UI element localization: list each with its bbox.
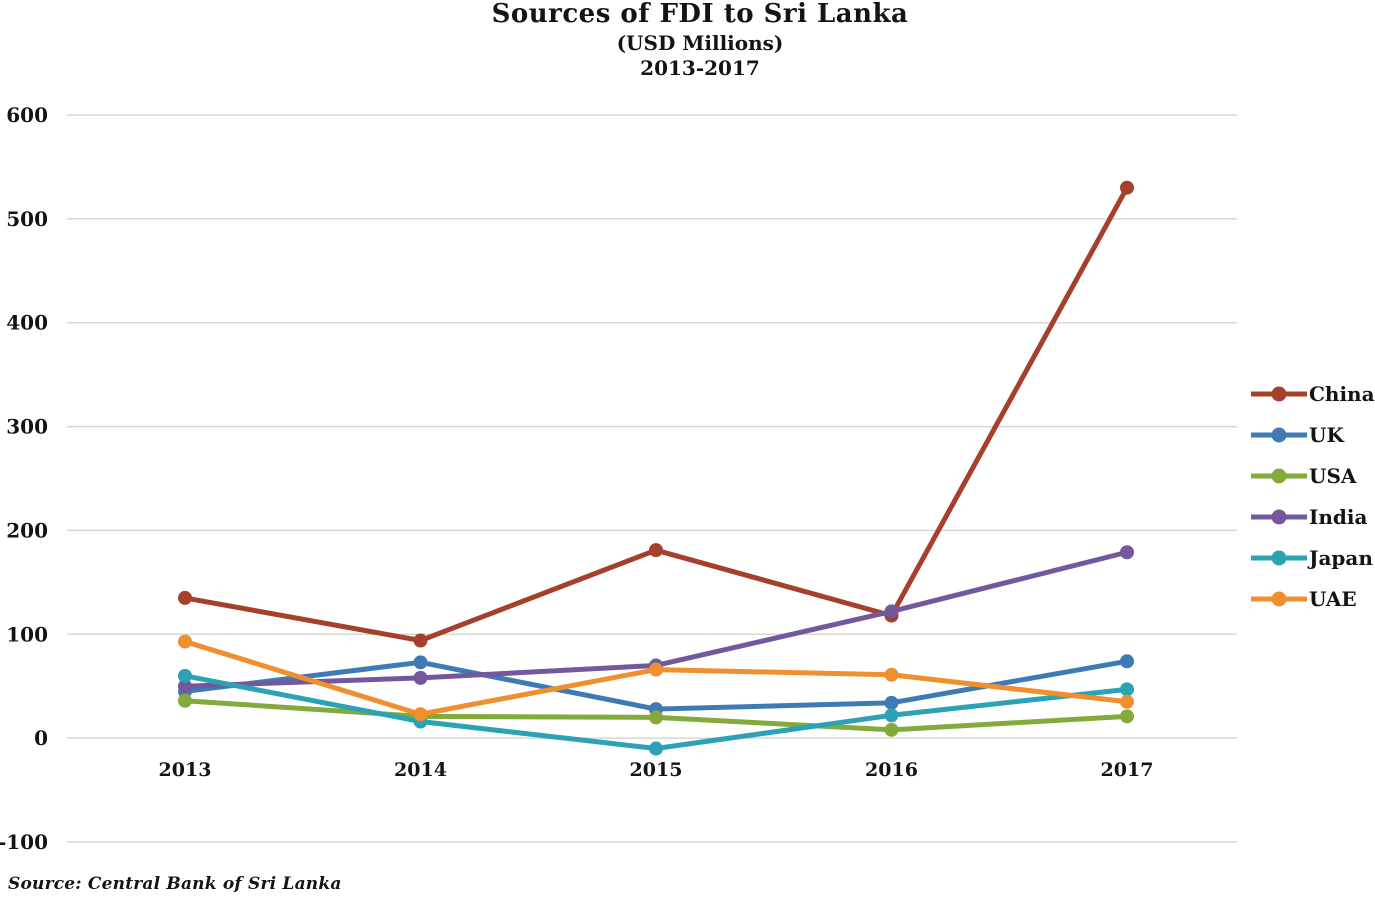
point-UAE-2017 xyxy=(1120,694,1134,709)
y-tick-label-300: 300 xyxy=(6,415,48,439)
point-USA-2016 xyxy=(884,722,899,737)
legend-label-UK: UK xyxy=(1309,422,1344,447)
legend-marker-USA xyxy=(1251,468,1307,483)
legend-item-UAE: UAE xyxy=(1250,578,1375,619)
point-India-2013 xyxy=(178,679,192,694)
point-India-2017 xyxy=(1120,545,1134,560)
legend-label-USA: USA xyxy=(1309,463,1357,488)
point-UK-2017 xyxy=(1120,654,1134,669)
y-tick-label-500: 500 xyxy=(6,207,48,231)
point-Japan-2015 xyxy=(649,741,663,756)
point-UAE-2016 xyxy=(884,667,899,682)
y-tick-label-600: 600 xyxy=(6,103,48,127)
point-China-2014 xyxy=(413,633,428,648)
legend-label-India: India xyxy=(1309,504,1368,529)
legend-label-UAE: UAE xyxy=(1309,586,1357,611)
point-India-2016 xyxy=(884,604,899,619)
chart-title: Sources of FDI to Sri Lanka xyxy=(491,0,909,29)
point-Japan-2013 xyxy=(178,668,192,683)
legend-item-China: China xyxy=(1250,373,1375,414)
y-tick-label-200: 200 xyxy=(6,518,48,542)
point-UAE-2013 xyxy=(178,634,192,649)
point-USA-2017 xyxy=(1120,709,1134,724)
x-axis-label-2013: 2013 xyxy=(159,759,212,781)
point-India-2014 xyxy=(413,670,428,685)
point-UK-2016 xyxy=(884,695,899,710)
point-UK-2014 xyxy=(413,655,428,670)
point-China-2013 xyxy=(178,590,192,605)
y-tick-label-100: 100 xyxy=(6,622,48,646)
source-note: Source: Central Bank of Sri Lanka xyxy=(8,874,342,894)
legend-item-USA: USA xyxy=(1250,455,1375,496)
legend-marker-UAE xyxy=(1251,591,1307,606)
legend-label-China: China xyxy=(1309,381,1375,406)
point-UAE-2014 xyxy=(413,707,428,722)
y-tick-label-0: 0 xyxy=(34,726,48,750)
chart-period: 2013-2017 xyxy=(640,55,760,80)
legend-marker-India xyxy=(1251,509,1307,524)
point-USA-2013 xyxy=(178,693,192,708)
legend-label-Japan: Japan xyxy=(1309,545,1373,570)
legend-item-India: India xyxy=(1250,496,1375,537)
chart-subtitle: (USD Millions) xyxy=(616,30,784,55)
legend-item-UK: UK xyxy=(1250,414,1375,455)
legend-marker-Japan xyxy=(1251,550,1307,565)
x-axis-label-2015: 2015 xyxy=(630,759,683,781)
legend-marker-UK xyxy=(1251,427,1307,442)
legend-marker-China xyxy=(1251,386,1307,401)
series-line-China xyxy=(182,185,1130,644)
point-China-2015 xyxy=(649,543,663,558)
x-axis-label-2017: 2017 xyxy=(1101,759,1154,781)
x-axis-label-2014: 2014 xyxy=(394,759,447,781)
point-USA-2015 xyxy=(649,710,663,725)
chart-legend: China UK USA India Japan UAE xyxy=(1250,373,1375,619)
point-Japan-2016 xyxy=(884,708,899,723)
point-Japan-2017 xyxy=(1120,682,1134,697)
point-UAE-2015 xyxy=(649,662,663,677)
legend-item-Japan: Japan xyxy=(1250,537,1375,578)
y-tick-label-400: 400 xyxy=(6,311,48,335)
y-tick-label--100: -100 xyxy=(0,830,48,854)
x-axis-label-2016: 2016 xyxy=(865,759,918,781)
chart-header: Sources of FDI to Sri Lanka (USD Million… xyxy=(25,0,1375,80)
point-China-2017 xyxy=(1120,180,1134,195)
